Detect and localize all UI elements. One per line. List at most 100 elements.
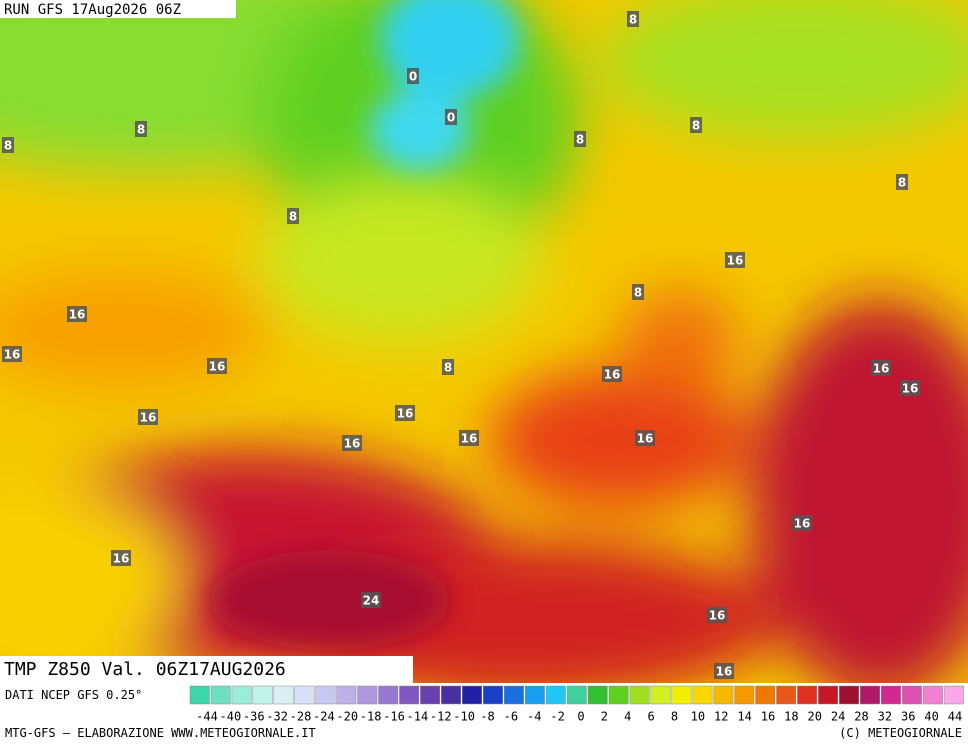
scale-swatch: [734, 685, 755, 705]
scale-swatch: [503, 685, 524, 705]
contour-label: 8: [4, 139, 12, 153]
contour-label: 8: [289, 210, 297, 224]
scale-tick-label: 4: [624, 710, 631, 724]
scale-tick-label: 20: [808, 710, 822, 724]
scale-tick-label: -8: [480, 710, 494, 724]
contour-label-box: [342, 435, 362, 451]
contour-label: 0: [409, 70, 417, 84]
scale-tick-label: 18: [784, 710, 798, 724]
scale-swatch: [608, 685, 629, 705]
contour-label: 24: [363, 594, 380, 608]
contour-label-box: [2, 346, 22, 362]
contour-label-box: [792, 515, 812, 531]
scale-swatch: [294, 685, 315, 705]
contour-label: 8: [576, 133, 584, 147]
scale-swatch: [462, 685, 482, 705]
contour-label-box: [574, 131, 586, 147]
contour-label-box: [871, 360, 891, 376]
scale-tick-label: 36: [901, 710, 915, 724]
contour-label: 16: [461, 432, 478, 446]
scale-swatch: [650, 685, 671, 705]
contour-label-box: [635, 430, 655, 446]
scale-swatch: [399, 685, 420, 705]
scale-swatch: [252, 685, 273, 705]
contour-label: 16: [4, 348, 21, 362]
contour-label: 16: [716, 665, 733, 679]
scale-swatch: [378, 685, 399, 705]
scale-tick-label: -16: [383, 710, 405, 724]
scale-tick-label: 24: [831, 710, 845, 724]
contour-label: 16: [902, 382, 919, 396]
scale-swatch: [922, 685, 943, 705]
contour-label-box: [207, 358, 227, 374]
scale-tick-label: -10: [453, 710, 475, 724]
scale-swatch: [671, 685, 692, 705]
contour-label-box: [442, 359, 454, 375]
scale-tick-label: 6: [648, 710, 655, 724]
scale-tick-label: 8: [671, 710, 678, 724]
scale-swatch: [860, 685, 880, 705]
contour-label: 8: [634, 286, 642, 300]
scale-tick-label: -12: [430, 710, 452, 724]
scale-tick-label: 40: [924, 710, 938, 724]
scale-tick-label: 2: [601, 710, 608, 724]
scale-tick-label: 10: [691, 710, 705, 724]
scale-tick-label: -4: [527, 710, 541, 724]
scale-tick-label: -24: [313, 710, 335, 724]
contour-label: 16: [873, 362, 890, 376]
scale-tick-label: 28: [854, 710, 868, 724]
contour-label-box: [395, 405, 415, 421]
contour-label-box: [632, 284, 644, 300]
contour-label-box: [725, 252, 745, 268]
scale-tick-label: -18: [360, 710, 382, 724]
scale-tick-label: 12: [714, 710, 728, 724]
scale-tick-label: -32: [266, 710, 288, 724]
scale-swatch: [713, 685, 734, 705]
contour-label-box: [138, 409, 158, 425]
contour-label-box: [714, 663, 734, 679]
color-scale: -44 -40 -36 -32 -28 -24 -20 -18 -16 -14 -12 -10 -8 -6…: [189, 685, 964, 724]
contour-label: 8: [629, 13, 637, 27]
contour-label: 16: [604, 368, 621, 382]
scale-swatch: [880, 685, 901, 705]
contour-label: 8: [444, 361, 452, 375]
scale-swatch: [797, 685, 818, 705]
scale-swatch: [441, 685, 462, 705]
scale-tick-label: -14: [407, 710, 429, 724]
scale-swatch: [943, 685, 964, 705]
scale-swatch: [692, 685, 713, 705]
contour-label: 16: [113, 552, 130, 566]
scale-tick-label: -2: [550, 710, 564, 724]
contour-label-box: [627, 11, 639, 27]
contour-label-box: [407, 68, 419, 84]
contour-label: 0: [447, 111, 455, 125]
contour-label: 16: [709, 609, 726, 623]
contour-label: 16: [637, 432, 654, 446]
scale-swatch: [629, 685, 650, 705]
scale-tick-label: 32: [878, 710, 892, 724]
contour-label-box: [135, 121, 147, 137]
scale-swatch: [420, 685, 441, 705]
scale-swatch: [566, 685, 587, 705]
scale-swatch: [901, 685, 922, 705]
contour-label-box: [287, 208, 299, 224]
contour-label-box: [67, 306, 87, 322]
contour-label: 16: [209, 360, 226, 374]
scale-tick-label: -20: [336, 710, 358, 724]
contour-label: 16: [727, 254, 744, 268]
scale-swatch: [357, 685, 378, 705]
contour-label: 8: [137, 123, 145, 137]
scale-swatch: [818, 685, 839, 705]
scale-swatch: [755, 685, 776, 705]
copyright: (C) METEOGIORNALE: [839, 726, 962, 740]
contour-label-box: [445, 109, 457, 125]
contour-label-box: [896, 174, 908, 190]
scale-swatch: [210, 685, 231, 705]
scale-tick-label: -40: [220, 710, 242, 724]
scale-swatch: [336, 685, 357, 705]
contour-label: 16: [140, 411, 157, 425]
contour-label-box: [690, 117, 702, 133]
contour-label-box: [459, 430, 479, 446]
scale-tick-label: 0: [577, 710, 584, 724]
scale-tick-label: -36: [243, 710, 265, 724]
